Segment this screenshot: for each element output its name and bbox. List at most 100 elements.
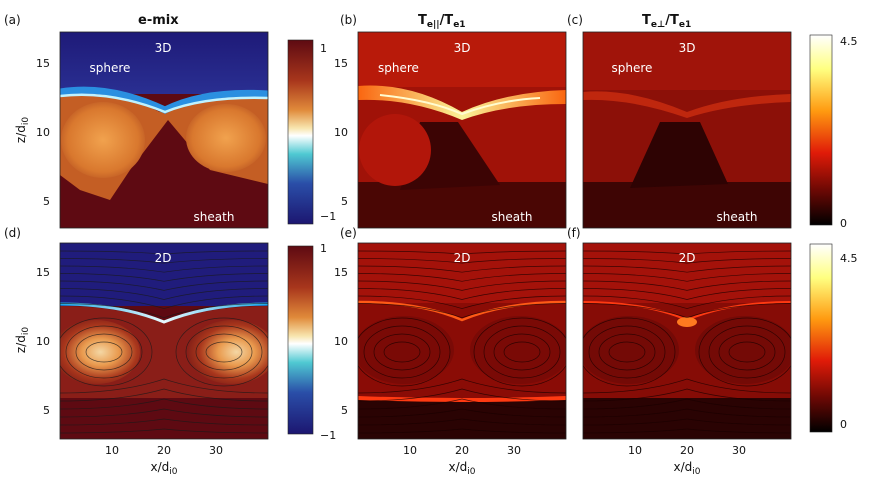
ytick-label: 10 [334, 335, 348, 348]
panel-f-run-label: 2D [679, 251, 696, 265]
field-line-loop [363, 325, 441, 379]
xtick-label: 10 [628, 444, 642, 457]
colorbar-tick-label: 4.5 [840, 252, 858, 265]
field-line [583, 288, 791, 300]
panel-label-c: (c) [567, 13, 583, 27]
xtick-label: 30 [507, 444, 521, 457]
field-lines-d [60, 250, 268, 434]
panel-d-xlabel: x/di0 [151, 460, 178, 477]
xtick-label: 10 [403, 444, 417, 457]
field-line-loop [205, 341, 243, 363]
field-line [358, 295, 566, 309]
heatmap-e [358, 243, 566, 439]
ytick-label: 15 [36, 57, 50, 70]
heatmap-c [583, 32, 791, 228]
field-line-loop [195, 333, 253, 371]
colorbar-tick-label: 0 [840, 217, 847, 230]
colorbar-tick-label: 0 [840, 418, 847, 431]
panel-a-yticks: 5 10 15 [36, 57, 50, 208]
field-line [60, 418, 268, 426]
panel-d: (d) 2D 5 10 15 10 20 30 z/di0 x/di0 [4, 226, 269, 477]
ytick-label: 5 [43, 404, 50, 417]
panel-d-ylabel: z/di0 [14, 327, 31, 353]
panel-a-run-label: 3D [155, 41, 172, 55]
field-line [583, 250, 791, 255]
field-line [60, 265, 268, 273]
field-line-loop [383, 341, 421, 363]
colorbar-temp-bottom: 4.5 0 [809, 243, 858, 433]
field-line [60, 303, 268, 319]
field-line-loop [373, 333, 431, 371]
field-line [358, 273, 566, 282]
field-line [583, 295, 791, 309]
field-line-loop [608, 341, 646, 363]
field-line [583, 258, 791, 264]
panel-b: (b) Te||/Te1 3D sphere sheath 5 10 15 [334, 13, 567, 229]
colorbar-emix-top: 1 −1 [287, 39, 336, 225]
panel-b-region-sphere: sphere [378, 61, 419, 75]
field-lines-f [583, 250, 791, 434]
panel-label-f: (f) [567, 226, 581, 240]
panel-f: (f) 2D 10 20 30 x/di0 [567, 226, 792, 477]
field-line [583, 280, 791, 291]
field-line-loop [75, 333, 133, 371]
field-line [60, 378, 268, 394]
colorbar-tick-label: 4.5 [840, 35, 858, 48]
panel-label-a: (a) [4, 13, 21, 27]
panel-c-run-label: 3D [679, 41, 696, 55]
field-line [583, 265, 791, 273]
panel-f-xlabel: x/di0 [674, 460, 701, 477]
field-line [358, 265, 566, 273]
field-line-loop [483, 325, 561, 379]
panel-a-title: e-mix [138, 13, 179, 28]
panel-e-xticks: 10 20 30 [403, 444, 521, 457]
ytick-label: 10 [36, 335, 50, 348]
colorbar-tick-label: 1 [320, 42, 327, 55]
field-line [60, 273, 268, 282]
xtick-label: 20 [455, 444, 469, 457]
panel-label-e: (e) [340, 226, 357, 240]
panel-c-title: Te⊥/Te1 [642, 13, 691, 30]
panel-e-run-label: 2D [454, 251, 471, 265]
field-line-loop [65, 325, 143, 379]
xtick-label: 10 [105, 444, 119, 457]
panel-b-yticks: 5 10 15 [334, 57, 348, 208]
field-line [358, 428, 566, 434]
field-line [60, 398, 268, 410]
colorbar-emix-bottom: 1 −1 [287, 242, 336, 442]
field-line [358, 378, 566, 394]
panel-e: (e) 2D 5 10 15 10 20 30 x/di0 [334, 226, 567, 477]
colorbar-temp-top: 4.5 0 [809, 34, 858, 230]
heatmap-a [60, 32, 268, 228]
colorbar-tick-label: 1 [320, 242, 327, 255]
ytick-label: 5 [341, 195, 348, 208]
ytick-label: 15 [334, 57, 348, 70]
panel-b-title: Te||/Te1 [418, 13, 466, 30]
ytick-label: 5 [341, 404, 348, 417]
field-line [60, 408, 268, 418]
panel-a-ylabel: z/di0 [14, 117, 31, 143]
field-line-loop [728, 341, 766, 363]
ytick-label: 15 [36, 266, 50, 279]
ytick-label: 5 [43, 195, 50, 208]
field-line [358, 288, 566, 300]
field-line-loop [358, 317, 451, 387]
panel-f-xticks: 10 20 30 [628, 444, 746, 457]
field-line [583, 428, 791, 434]
field-line [358, 258, 566, 264]
panel-d-yticks: 5 10 15 [36, 266, 50, 417]
field-lines-e [358, 250, 566, 434]
field-line-loop [588, 325, 666, 379]
panel-e-xlabel: x/di0 [449, 460, 476, 477]
colorbar-tick-label: −1 [320, 210, 336, 223]
field-line [60, 295, 268, 309]
panel-a-region-sphere: sphere [90, 61, 131, 75]
field-line-loop [185, 325, 263, 379]
field-line [583, 408, 791, 418]
xtick-label: 30 [732, 444, 746, 457]
field-line-loop [583, 317, 676, 387]
field-line [60, 250, 268, 255]
colorbar-tick-label: −1 [320, 429, 336, 442]
panel-e-yticks: 5 10 15 [334, 266, 348, 417]
